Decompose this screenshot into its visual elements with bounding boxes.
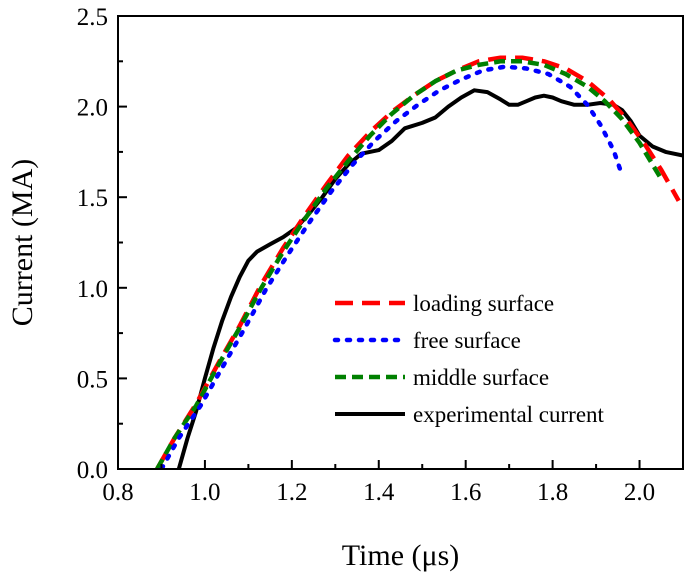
x-tick-label: 2.0	[624, 479, 655, 506]
legend-label-loading-surface: loading surface	[413, 291, 554, 316]
legend-label-experimental-current: experimental current	[413, 402, 605, 427]
x-tick-label: 1.8	[537, 479, 568, 506]
x-axis-title: Time (μs)	[342, 539, 460, 572]
x-tick-label: 0.8	[102, 479, 133, 506]
series-line-experimental-current	[176, 88, 683, 469]
y-tick-label: 1.0	[77, 276, 108, 303]
y-tick-label: 2.0	[77, 95, 108, 122]
x-tick-label: 1.4	[363, 479, 395, 506]
legend-label-free-surface: free surface	[413, 328, 521, 353]
series-layer	[155, 55, 683, 469]
y-tick-label: 0.0	[77, 457, 108, 484]
x-tick-label: 1.2	[276, 479, 307, 506]
x-tick-label: 1.6	[450, 479, 481, 506]
y-tick-label: 1.5	[77, 185, 108, 212]
y-tick-label: 0.5	[77, 366, 108, 393]
series-line-middle-surface	[155, 59, 664, 469]
y-tick-label: 2.5	[77, 4, 108, 31]
legend: loading surface free surface middle surfac…	[332, 291, 605, 427]
axis-ticks: 0.8 1.0 1.2 1.4 1.6 1.8 2.0 0.0 0.5 1.0 1.5 2.0 2.5	[77, 4, 684, 506]
series-line-free-surface	[159, 64, 625, 469]
legend-label-middle-surface: middle surface	[413, 365, 549, 390]
x-tick-label: 1.0	[189, 479, 220, 506]
y-axis-title: Current (MA)	[6, 159, 39, 326]
